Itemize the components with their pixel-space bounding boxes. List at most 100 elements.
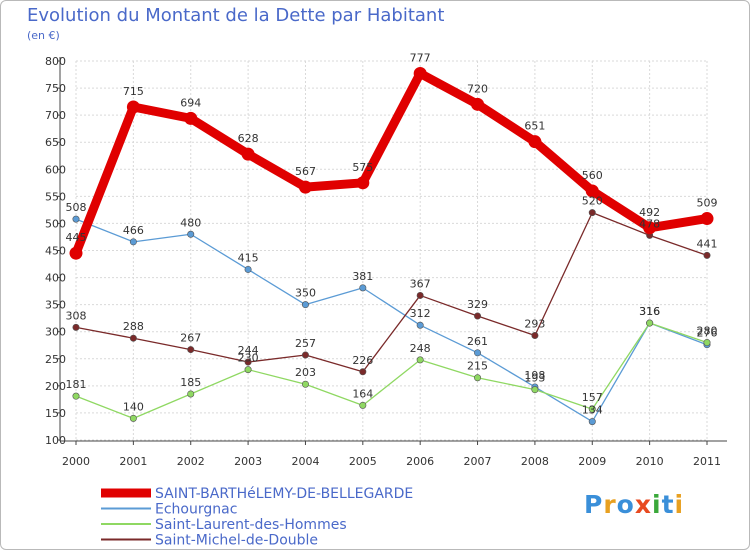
- data-label: 466: [123, 224, 144, 237]
- data-label: 203: [295, 366, 316, 379]
- logo-letter: P: [584, 490, 604, 519]
- data-label: 509: [697, 197, 718, 210]
- y-tick-label: 700: [45, 109, 66, 122]
- data-point: [244, 366, 252, 374]
- data-label: 777: [410, 51, 431, 64]
- y-tick-label: 100: [45, 434, 66, 447]
- x-tick-label: 2008: [521, 455, 549, 468]
- x-tick-label: 2003: [234, 455, 262, 468]
- data-point: [126, 100, 140, 114]
- data-label: 280: [697, 325, 718, 338]
- data-point: [474, 349, 482, 357]
- data-label: 367: [410, 277, 431, 290]
- data-point: [72, 392, 80, 400]
- data-label: 312: [410, 307, 431, 320]
- data-label: 316: [639, 305, 660, 318]
- data-label: 694: [180, 96, 201, 109]
- series-0: [69, 66, 714, 260]
- data-label: 560: [582, 169, 603, 182]
- data-label: 480: [180, 216, 201, 229]
- legend-entry: SAINT-BARTHéLEMY-DE-BELLEGARDE: [155, 486, 413, 502]
- data-point: [474, 312, 482, 320]
- logo-letter: i: [674, 490, 685, 519]
- x-tick-label: 2000: [62, 455, 90, 468]
- data-label: 715: [123, 85, 144, 98]
- proxiti-logo: Proxiti: [584, 490, 684, 519]
- data-label: 293: [524, 318, 545, 331]
- x-tick-label: 2005: [349, 455, 377, 468]
- data-point: [588, 405, 596, 413]
- chart-title: Evolution du Montant de la Dette par Hab…: [27, 5, 445, 26]
- data-label: 134: [582, 404, 603, 417]
- y-tick-label: 600: [45, 163, 66, 176]
- data-label: 575: [352, 161, 373, 174]
- data-label: 381: [352, 270, 373, 283]
- data-label: 329: [467, 298, 488, 311]
- data-point: [416, 291, 424, 299]
- logo-letter: r: [603, 490, 617, 519]
- data-point: [301, 380, 309, 388]
- data-point: [241, 147, 255, 161]
- data-label: 215: [467, 360, 488, 373]
- data-label: 478: [639, 217, 660, 230]
- y-tick-label: 250: [45, 353, 66, 366]
- data-label: 226: [352, 354, 373, 367]
- y-tick-label: 800: [45, 55, 66, 68]
- data-label: 492: [639, 206, 660, 219]
- data-label: 441: [697, 237, 718, 250]
- x-tick-label: 2004: [291, 455, 319, 468]
- series-3: [72, 209, 711, 376]
- data-point: [359, 368, 367, 376]
- data-point: [474, 374, 482, 382]
- data-point: [356, 176, 370, 190]
- data-point: [301, 301, 309, 309]
- data-label: 193: [524, 372, 545, 385]
- data-point: [528, 135, 542, 149]
- data-label: 261: [467, 335, 488, 348]
- data-label: 248: [410, 342, 431, 355]
- x-tick-label: 2007: [464, 455, 492, 468]
- data-label: 140: [123, 400, 144, 413]
- data-label: 185: [180, 376, 201, 389]
- series-line: [71, 68, 712, 258]
- data-point: [700, 212, 714, 226]
- data-point: [129, 238, 137, 246]
- data-point: [301, 351, 309, 359]
- logo-letter: i: [652, 490, 662, 519]
- data-label: 230: [238, 352, 259, 365]
- data-label: 651: [524, 120, 545, 133]
- x-tick-label: 2011: [693, 455, 721, 468]
- data-point: [359, 401, 367, 409]
- series-line: [75, 218, 708, 423]
- y-tick-label: 400: [45, 272, 66, 285]
- y-tick-label: 650: [45, 136, 66, 149]
- data-label: 520: [582, 195, 603, 208]
- data-point: [471, 97, 485, 111]
- data-point: [129, 334, 137, 342]
- data-point: [187, 346, 195, 354]
- legend-entry: Saint-Laurent-des-Hommes: [155, 517, 347, 533]
- data-point: [416, 321, 424, 329]
- data-label: 288: [123, 320, 144, 333]
- data-point: [646, 319, 654, 327]
- data-point: [187, 230, 195, 238]
- data-point: [72, 323, 80, 331]
- series-2: [72, 319, 711, 422]
- legend-entry: Echourgnac: [155, 502, 237, 518]
- data-point: [531, 386, 539, 394]
- y-tick-label: 750: [45, 82, 66, 95]
- logo-letter: o: [616, 490, 635, 519]
- data-label: 198: [524, 369, 545, 382]
- x-tick-label: 2006: [406, 455, 434, 468]
- chart-unit: (en €): [27, 29, 60, 42]
- data-label: 350: [295, 287, 316, 300]
- x-tick-label: 2009: [578, 455, 606, 468]
- data-point: [298, 180, 312, 194]
- data-label: 157: [582, 391, 603, 404]
- data-point: [588, 418, 596, 426]
- data-label: 257: [295, 337, 316, 350]
- data-point: [244, 265, 252, 273]
- data-point: [643, 221, 657, 235]
- x-tick-label: 2010: [636, 455, 664, 468]
